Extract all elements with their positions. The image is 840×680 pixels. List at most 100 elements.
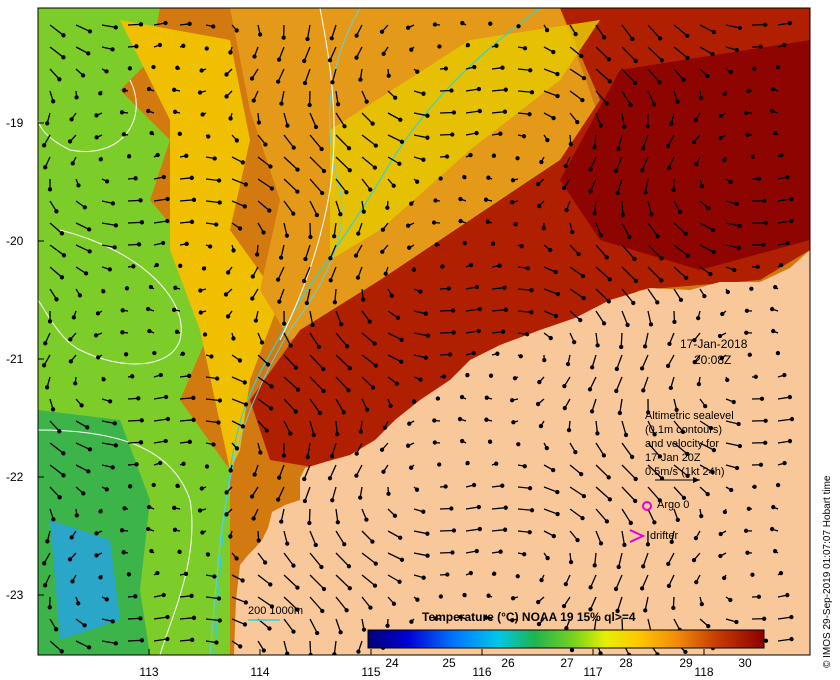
- velocity-arrow-head: [139, 220, 145, 225]
- velocity-arrow-head: [268, 582, 273, 587]
- velocity-arrow: [569, 46, 582, 57]
- velocity-arrow: [257, 376, 273, 387]
- velocity-arrow-head: [486, 593, 491, 598]
- velocity-arrow-head: [548, 247, 553, 253]
- velocity-arrow: [283, 574, 298, 589]
- lat-label: -20: [6, 234, 24, 248]
- velocity-arrow: [361, 156, 376, 169]
- velocity-arrow-head: [327, 58, 333, 63]
- velocity-arrow: [641, 354, 649, 369]
- velocity-arrow: [283, 222, 288, 236]
- velocity-arrow: [304, 486, 311, 502]
- velocity-arrow-head: [437, 44, 442, 49]
- velocity-arrow: [569, 68, 585, 79]
- velocity-arrow-head: [302, 80, 308, 86]
- velocity-arrow-head: [308, 234, 313, 240]
- velocity-arrow-head: [87, 29, 93, 34]
- velocity-arrow-head: [399, 557, 405, 562]
- velocity-arrow-head: [555, 93, 560, 99]
- velocity-arrow-head: [158, 460, 163, 466]
- velocity-arrow-head: [669, 539, 674, 545]
- velocity-arrow-head: [451, 528, 457, 533]
- colorbar-tick: 25: [442, 656, 456, 670]
- velocity-arrow: [335, 310, 342, 325]
- velocity-arrow-head: [705, 491, 710, 497]
- velocity-arrow-head: [477, 526, 483, 532]
- velocity-arrow-head: [113, 223, 119, 228]
- velocity-arrow-head: [710, 469, 715, 475]
- velocity-arrow-head: [503, 307, 509, 312]
- velocity-arrow-head: [285, 541, 290, 546]
- velocity-arrow: [153, 638, 168, 642]
- velocity-arrow: [283, 530, 288, 544]
- velocity-arrow-head: [432, 418, 437, 423]
- velocity-arrow-head: [163, 438, 168, 444]
- velocity-arrow-head: [388, 403, 393, 408]
- velocity-arrow-head: [639, 586, 645, 591]
- velocity-arrow-head: [178, 263, 183, 268]
- velocity-arrow: [591, 398, 597, 412]
- velocity-arrow-head: [256, 538, 261, 543]
- velocity-arrow: [335, 112, 346, 127]
- velocity-arrow-head: [204, 464, 210, 469]
- velocity-arrow-head: [347, 586, 352, 591]
- velocity-arrow-head: [147, 328, 152, 334]
- velocity-arrow: [387, 574, 400, 583]
- velocity-arrow-head: [149, 548, 154, 554]
- velocity-arrow-head: [465, 460, 470, 466]
- velocity-arrow-head: [277, 475, 282, 480]
- velocity-arrow: [361, 552, 377, 565]
- velocity-arrow: [75, 640, 90, 648]
- velocity-arrow: [49, 46, 64, 58]
- velocity-arrow-head: [104, 179, 110, 184]
- velocity-arrow-head: [54, 209, 59, 214]
- velocity-arrow-head: [385, 205, 390, 210]
- velocity-arrow-head: [459, 394, 465, 400]
- velocity-arrow: [725, 442, 741, 447]
- velocity-arrow: [413, 530, 428, 535]
- velocity-arrow: [387, 354, 402, 363]
- velocity-arrow-head: [725, 289, 730, 295]
- velocity-arrow: [543, 288, 559, 295]
- velocity-arrow-head: [692, 359, 697, 365]
- velocity-arrow-head: [145, 306, 151, 312]
- velocity-arrow-head: [295, 585, 300, 590]
- velocity-arrow: [329, 244, 337, 259]
- velocity-arrow-head: [251, 516, 256, 521]
- velocity-arrow-head: [405, 223, 411, 228]
- velocity-arrow: [617, 178, 623, 194]
- velocity-arrow: [647, 508, 655, 523]
- velocity-arrow-head: [681, 495, 687, 501]
- velocity-arrow-head: [59, 231, 65, 236]
- velocity-arrow-head: [678, 297, 684, 303]
- velocity-arrow-head: [418, 377, 423, 382]
- velocity-arrow-head: [553, 269, 558, 275]
- velocity-arrow-head: [477, 108, 482, 114]
- velocity-arrow-head: [240, 160, 245, 165]
- velocity-arrow: [101, 222, 117, 227]
- velocity-arrow-head: [120, 330, 125, 335]
- sealevel-note-line: 0.5m/s (1kt 24h): [645, 466, 725, 478]
- velocity-arrow-head: [648, 322, 654, 327]
- velocity-arrow-head: [510, 618, 515, 623]
- velocity-arrow-head: [787, 394, 792, 400]
- lat-label: -22: [6, 470, 24, 484]
- velocity-arrow-head: [338, 212, 343, 217]
- velocity-arrow: [615, 574, 623, 590]
- velocity-arrow-head: [386, 73, 391, 78]
- velocity-arrow-head: [518, 354, 523, 359]
- velocity-arrow-head: [96, 355, 101, 360]
- velocity-arrow-head: [655, 300, 660, 305]
- velocity-arrow-head: [468, 152, 473, 158]
- velocity-arrow: [278, 288, 285, 302]
- velocity-arrow-head: [261, 230, 266, 235]
- velocity-arrow-head: [545, 137, 550, 143]
- velocity-arrow-head: [761, 242, 766, 247]
- velocity-arrow: [644, 596, 649, 611]
- velocity-arrow-head: [759, 396, 765, 401]
- velocity-arrow-head: [588, 585, 593, 590]
- date-label: 17-Jan-2018: [680, 337, 748, 351]
- velocity-arrow: [491, 111, 506, 114]
- velocity-arrow-head: [161, 592, 166, 598]
- velocity-arrow-head: [441, 374, 447, 379]
